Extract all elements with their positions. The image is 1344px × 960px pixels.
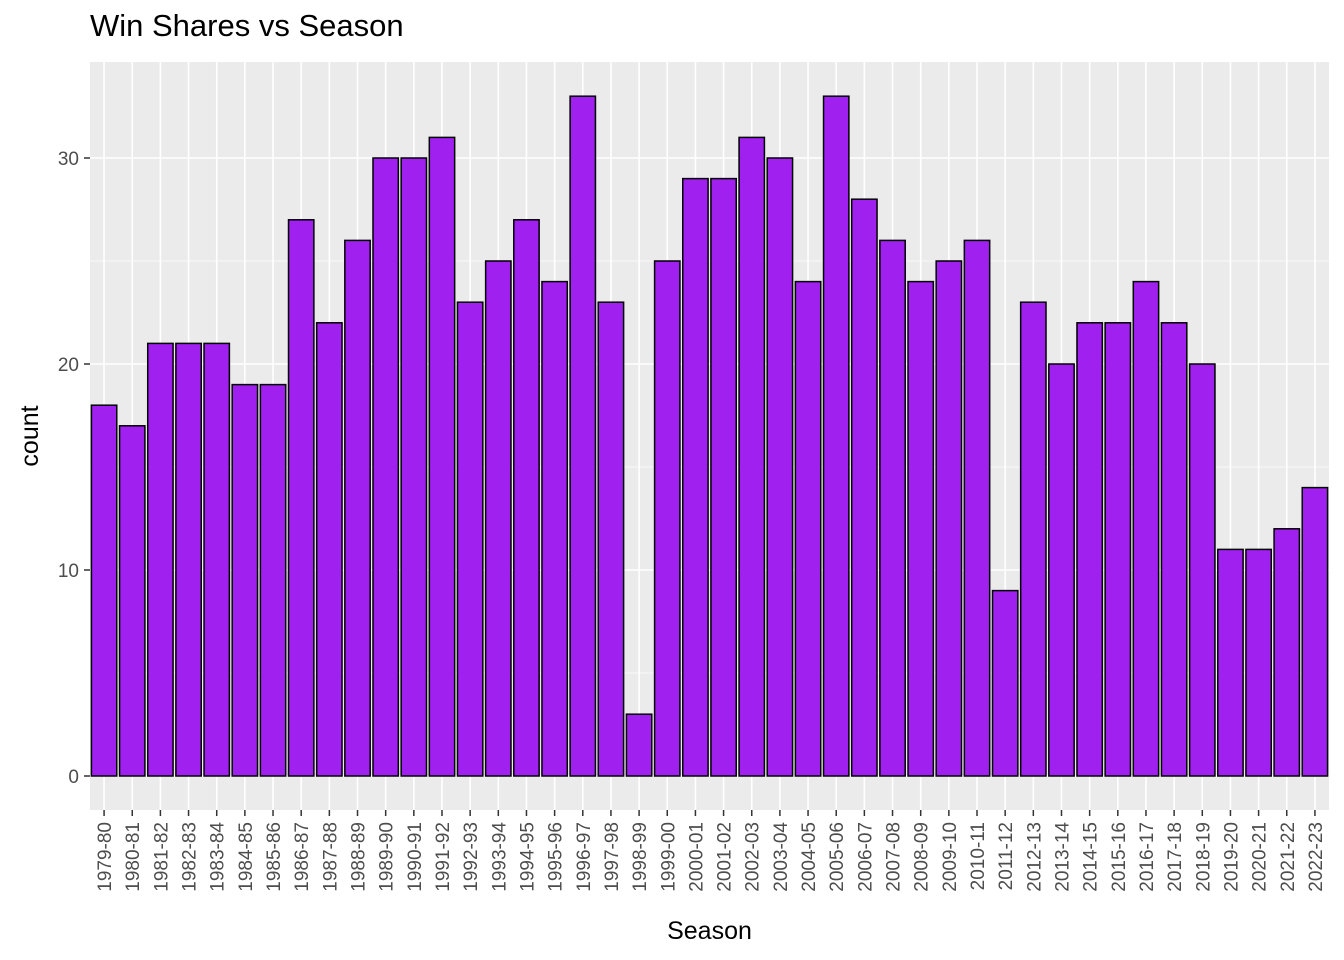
bar-2013-14 — [1048, 363, 1075, 777]
x-tick-label: 1987-88 — [320, 822, 341, 892]
x-tick-label: 1997-98 — [602, 822, 623, 892]
x-tick-label: 1998-99 — [630, 822, 651, 892]
bar-2017-18 — [1160, 322, 1188, 777]
bar-2012-13 — [1019, 301, 1047, 777]
x-tick-label: 1993-94 — [489, 822, 510, 892]
x-tick-label: 1981-82 — [151, 822, 172, 892]
x-tick-label: 2002-03 — [743, 822, 764, 892]
x-tick-label: 1986-87 — [292, 822, 313, 892]
x-tick-label: 2008-09 — [912, 822, 933, 892]
bar-2011-12 — [991, 589, 1019, 777]
bar-1996-97 — [569, 95, 597, 777]
bar-2004-05 — [794, 280, 822, 777]
x-tick-label: 2006-07 — [855, 822, 876, 892]
x-tick-label: 2004-05 — [799, 822, 820, 892]
bar-1989-90 — [372, 157, 400, 777]
x-tick-label: 1989-90 — [377, 822, 398, 892]
y-tick-label: 20 — [58, 355, 79, 376]
x-tick-label: 1984-85 — [236, 822, 257, 892]
x-tick-label: 2017-18 — [1165, 822, 1186, 892]
x-tick-label: 1980-81 — [123, 822, 144, 892]
bar-1985-86 — [259, 383, 287, 777]
bar-2005-06 — [822, 95, 850, 777]
x-tick-label: 2018-19 — [1193, 822, 1214, 892]
bar-1994-95 — [513, 219, 540, 777]
x-tick-label: 1979-80 — [95, 822, 116, 892]
bar-1990-91 — [400, 157, 428, 777]
x-tick-label: 2000-01 — [686, 822, 707, 892]
bar-1987-88 — [315, 322, 343, 777]
y-axis: 0 10 20 30 — [58, 149, 90, 788]
x-tick-label: 2005-06 — [827, 822, 848, 892]
x-tick-label: 1996-97 — [574, 822, 595, 892]
bar-2009-10 — [935, 260, 963, 777]
bar-1998-99 — [625, 713, 653, 777]
bar-1991-92 — [428, 136, 456, 777]
x-tick-label: 1990-91 — [405, 822, 426, 892]
bar-2022-23 — [1301, 486, 1329, 777]
bar-2003-04 — [766, 157, 794, 777]
bar-1983-84 — [203, 342, 231, 777]
bar-2007-08 — [879, 239, 906, 777]
bar-1988-89 — [344, 239, 371, 777]
x-tick-label: 1995-96 — [546, 822, 567, 892]
x-tick-label: 2019-20 — [1221, 822, 1242, 892]
bar-2000-01 — [681, 177, 709, 777]
bar-2018-19 — [1188, 363, 1216, 777]
bar-1995-96 — [541, 280, 569, 777]
x-tick-label: 1988-89 — [349, 822, 370, 892]
x-tick-label: 2021-22 — [1278, 822, 1299, 892]
x-tick-label: 1992-93 — [461, 822, 482, 892]
bar-1981-82 — [146, 342, 174, 777]
x-tick-label: 2016-17 — [1137, 822, 1158, 892]
x-tick-label: 2013-14 — [1052, 822, 1073, 892]
x-tick-label: 2009-10 — [940, 822, 961, 892]
x-tick-label: 2010-11 — [968, 822, 989, 890]
x-tick-label: 2020-21 — [1250, 822, 1271, 892]
x-tick-label: 2001-02 — [715, 822, 736, 892]
y-axis-title: count — [16, 405, 44, 466]
x-tick-label: 2007-08 — [884, 822, 905, 892]
bar-2014-15 — [1076, 322, 1104, 777]
bar-2015-16 — [1104, 322, 1132, 777]
bar-1997-98 — [597, 301, 625, 777]
bar-1979-80 — [90, 404, 118, 777]
bar-1980-81 — [118, 425, 146, 777]
bar-2002-03 — [738, 136, 766, 777]
bar-1984-85 — [231, 383, 259, 777]
x-tick-label: 2014-15 — [1081, 822, 1102, 892]
bar-2021-22 — [1273, 528, 1301, 777]
bars — [90, 95, 1329, 777]
bar-1982-83 — [175, 342, 202, 777]
x-tick-label: 2012-13 — [1024, 822, 1045, 892]
x-axis-title: Season — [667, 917, 752, 945]
x-tick-label: 1991-92 — [433, 822, 454, 892]
x-tick-label: 1994-95 — [517, 822, 538, 892]
bar-1999-00 — [653, 260, 681, 777]
y-tick-label: 30 — [58, 149, 79, 170]
bar-2006-07 — [850, 198, 878, 777]
bar-2016-17 — [1132, 280, 1160, 777]
bar-1993-94 — [484, 260, 512, 777]
bar-2019-20 — [1217, 548, 1244, 777]
bar-2008-09 — [907, 280, 935, 777]
x-tick-label: 1983-84 — [208, 822, 229, 892]
bar-2010-11 — [963, 239, 991, 777]
chart-title: Win Shares vs Season — [90, 8, 404, 43]
y-tick-label: 10 — [58, 561, 79, 582]
x-tick-label: 2011-12 — [996, 822, 1017, 890]
bar-1986-87 — [287, 219, 315, 777]
bar-2001-02 — [710, 177, 738, 777]
x-tick-label: 1985-86 — [264, 822, 285, 892]
bar-1992-93 — [456, 301, 484, 777]
x-axis: 1979-80 1980-81 1981-82 1982-83 1983-84 1984-… — [95, 810, 1327, 892]
x-tick-label: 2022-23 — [1306, 822, 1327, 892]
x-tick-label: 2003-04 — [771, 822, 792, 892]
y-tick-label: 0 — [68, 767, 79, 788]
x-tick-label: 2015-16 — [1109, 822, 1130, 892]
x-tick-label: 1999-00 — [658, 822, 679, 892]
x-tick-label: 1982-83 — [180, 822, 201, 892]
bar-2020-21 — [1245, 548, 1273, 777]
